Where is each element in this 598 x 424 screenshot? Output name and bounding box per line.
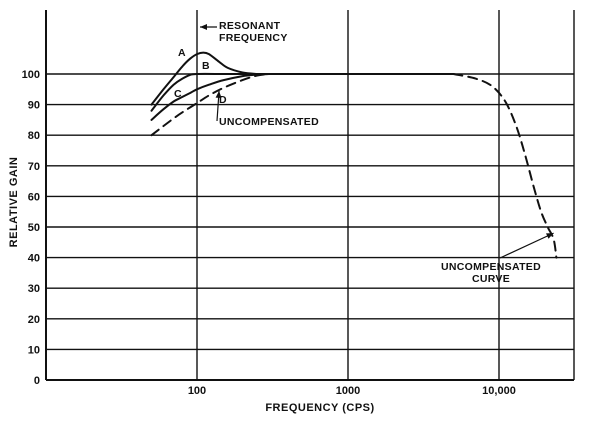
y-tick-label-80: 80 [28,130,40,142]
y-tick-label-50: 50 [28,222,40,234]
x-tick-label-100: 100 [188,385,206,397]
label-curve-d: D [219,94,227,106]
axes [45,10,574,381]
label-curve-c: C [174,88,182,100]
curve-b [150,72,455,112]
curve-d [150,73,270,137]
x-tick-label-1000: 1000 [336,385,360,397]
curves [150,51,558,259]
curve-uncompensated-curve [452,73,558,259]
annotation-uncompensated-curve-line2: CURVE [472,273,510,285]
curve-c [150,73,270,121]
x-axis-label: FREQUENCY (CPS) [265,402,374,414]
y-tick-label-10: 10 [28,344,40,356]
uncompensated-curve-arrow-head [546,233,554,239]
uncompensated-arrow-head [215,90,222,99]
x-tick-label-10000: 10,000 [482,385,516,397]
grid-lines [46,10,575,380]
label-curve-a: A [178,47,186,59]
resonant-arrow-head [200,24,207,30]
annotation-resonant: RESONANT [219,20,281,32]
y-axis-label: RELATIVE GAIN [8,157,20,248]
annotation-uncompensated-curve-line1: UNCOMPENSATED [441,261,541,273]
y-tick-label-90: 90 [28,100,40,112]
annotation-frequency: FREQUENCY [219,32,288,44]
label-curve-b: B [202,60,210,72]
y-tick-label-30: 30 [28,283,40,295]
uncompensated-curve-arrow-line [499,232,554,259]
annotation-uncompensated: UNCOMPENSATED [219,116,319,128]
y-tick-label-60: 60 [28,191,40,203]
y-tick-label-40: 40 [28,253,40,265]
y-tick-label-100: 100 [22,69,40,81]
y-tick-label-0: 0 [34,375,40,387]
y-tick-label-70: 70 [28,161,40,173]
y-tick-label-20: 20 [28,314,40,326]
tick-labels: 0 10 20 30 40 50 60 70 80 90 100 100 1000 10,000 [22,69,516,397]
